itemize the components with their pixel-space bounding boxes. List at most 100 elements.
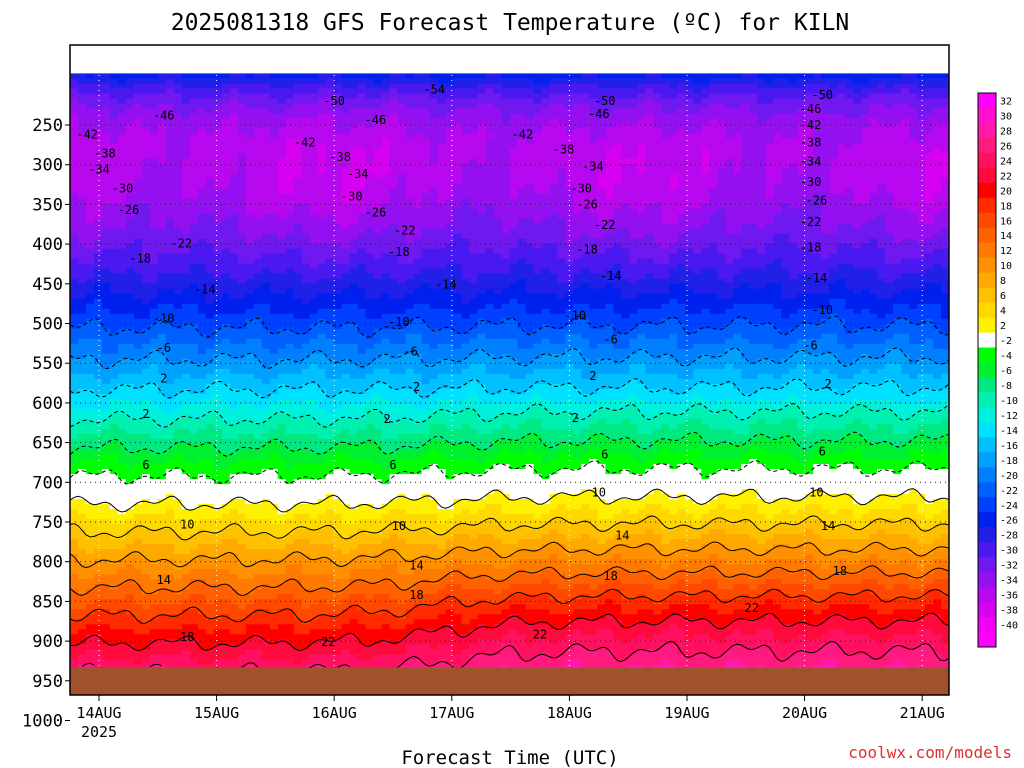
temperature-cell <box>597 343 614 350</box>
temperature-cell <box>853 308 862 315</box>
temperature-cell <box>357 504 375 510</box>
temperature-cell <box>157 303 175 310</box>
temperature-cell <box>653 464 670 470</box>
temperature-cell <box>725 163 734 170</box>
temperature-cell <box>110 388 159 395</box>
temperature-cell <box>117 343 135 350</box>
temperature-cell <box>845 278 886 285</box>
temperature-cell <box>925 584 949 590</box>
temperature-cell <box>485 494 511 500</box>
temperature-cell <box>70 148 167 155</box>
temperature-cell <box>301 278 319 285</box>
temperature-cell <box>381 414 431 420</box>
temperature-cell <box>277 373 327 380</box>
temperature-cell <box>461 298 471 305</box>
temperature-cell <box>413 133 423 140</box>
temperature-cell <box>301 148 319 155</box>
temperature-cell <box>549 499 606 505</box>
temperature-cell <box>86 514 135 520</box>
temperature-cell <box>717 579 766 585</box>
temperature-cell <box>301 298 311 305</box>
y-tick-label: 1000 <box>22 712 63 732</box>
temperature-cell <box>669 388 686 395</box>
temperature-cell <box>389 479 949 485</box>
temperature-cell <box>70 594 127 600</box>
temperature-cell <box>86 604 143 610</box>
temperature-cell <box>789 163 798 170</box>
temperature-cell <box>205 629 215 635</box>
temperature-cell <box>221 393 263 400</box>
temperature-cell <box>509 163 606 170</box>
isotherm-line <box>70 588 949 624</box>
temperature-cell <box>141 554 199 560</box>
temperature-cell <box>909 373 918 380</box>
temperature-cell <box>181 454 271 460</box>
temperature-cell <box>693 499 710 505</box>
isotherm-label: 2 <box>160 371 167 385</box>
isotherm-line <box>70 541 949 569</box>
temperature-cell <box>317 383 375 390</box>
credit-link[interactable]: coolwx.com/models <box>848 743 1012 762</box>
temperature-cell <box>773 634 798 640</box>
temperature-cell <box>717 398 734 405</box>
temperature-cell <box>333 393 375 400</box>
temperature-cell <box>165 459 191 465</box>
colorbar-label: 12 <box>1000 246 1012 257</box>
temperature-cell <box>941 208 949 215</box>
temperature-cell <box>869 519 894 525</box>
temperature-cell <box>181 73 231 79</box>
temperature-cell <box>469 659 566 665</box>
temperature-cell <box>117 373 167 380</box>
temperature-cell <box>453 514 535 520</box>
temperature-cell <box>741 629 758 635</box>
temperature-cell <box>821 208 910 215</box>
temperature-cell <box>797 569 814 575</box>
temperature-cell <box>333 88 391 94</box>
temperature-cell <box>78 574 95 580</box>
temperature-cell <box>541 419 598 425</box>
temperature-cell <box>765 173 782 180</box>
temperature-cell <box>853 188 878 195</box>
temperature-cell <box>853 288 862 295</box>
temperature-cell <box>86 198 127 205</box>
temperature-cell <box>757 223 766 230</box>
temperature-cell <box>813 143 838 150</box>
temperature-cell <box>325 163 351 170</box>
temperature-cell <box>797 168 806 175</box>
temperature-cell <box>661 504 718 510</box>
temperature-cell <box>349 579 367 585</box>
temperature-cell <box>189 228 239 235</box>
temperature-cell <box>605 589 622 595</box>
temperature-cell <box>141 328 199 335</box>
temperature-cell <box>597 373 678 380</box>
temperature-cell <box>405 173 463 180</box>
temperature-cell <box>125 449 135 455</box>
temperature-cell <box>373 273 383 280</box>
temperature-cell <box>221 273 231 280</box>
temperature-cell <box>661 128 678 135</box>
temperature-cell <box>205 474 231 480</box>
temperature-cell <box>70 338 79 345</box>
temperature-cell <box>797 308 854 315</box>
temperature-cell <box>805 664 814 670</box>
temperature-cell <box>165 78 175 84</box>
temperature-cell <box>869 288 902 295</box>
temperature-cell <box>70 223 127 230</box>
temperature-cell <box>333 494 399 500</box>
temperature-cell <box>389 594 415 600</box>
temperature-cell <box>677 213 710 220</box>
colorbar-label: -22 <box>1000 486 1018 497</box>
temperature-cell <box>102 348 119 355</box>
temperature-cell <box>70 564 127 570</box>
temperature-cell <box>525 434 543 440</box>
temperature-cell <box>437 88 447 94</box>
temperature-cell <box>461 198 471 205</box>
temperature-cell <box>70 424 111 430</box>
colorbar-label: -28 <box>1000 531 1018 542</box>
colorbar-swatch <box>978 167 996 184</box>
temperature-cell <box>437 449 503 455</box>
temperature-cell <box>86 649 103 655</box>
temperature-cell <box>877 293 894 300</box>
temperature-cell <box>837 559 846 565</box>
temperature-cell <box>605 248 630 255</box>
